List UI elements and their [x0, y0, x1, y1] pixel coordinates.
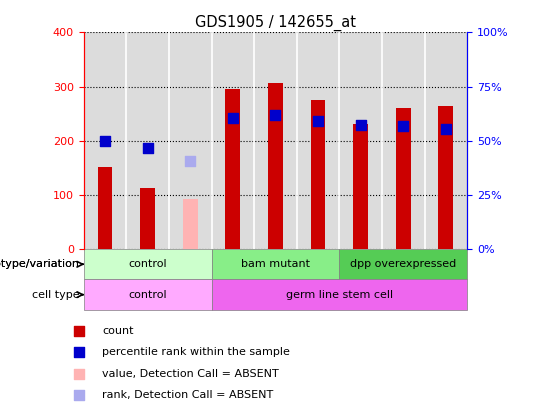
Point — [75, 328, 84, 335]
Bar — [140, 188, 155, 249]
Text: count: count — [103, 326, 134, 336]
Text: control: control — [129, 290, 167, 300]
Point — [100, 138, 109, 144]
Point — [143, 145, 152, 151]
Text: germ line stem cell: germ line stem cell — [286, 290, 393, 300]
Text: rank, Detection Call = ABSENT: rank, Detection Call = ABSENT — [103, 390, 274, 400]
Text: genotype/variation: genotype/variation — [0, 259, 80, 269]
Text: genotype/variation: genotype/variation — [0, 259, 80, 269]
Title: GDS1905 / 142655_at: GDS1905 / 142655_at — [195, 15, 356, 31]
Bar — [396, 108, 410, 249]
Point — [186, 158, 194, 164]
Bar — [84, 249, 212, 279]
Point — [399, 122, 408, 129]
Bar — [212, 249, 339, 279]
Point — [314, 117, 322, 124]
Point — [442, 126, 450, 132]
Bar — [268, 83, 283, 249]
Bar — [183, 199, 198, 249]
Bar — [310, 100, 326, 249]
Point — [271, 112, 280, 119]
Text: bam mutant: bam mutant — [241, 259, 310, 269]
Bar — [339, 249, 467, 279]
Bar — [98, 167, 112, 249]
Point — [75, 349, 84, 356]
Text: percentile rank within the sample: percentile rank within the sample — [103, 347, 290, 358]
Text: value, Detection Call = ABSENT: value, Detection Call = ABSENT — [103, 369, 279, 379]
Bar — [84, 279, 212, 310]
Point — [356, 122, 365, 128]
Point — [75, 392, 84, 398]
Bar — [438, 106, 453, 249]
Text: cell type: cell type — [32, 290, 80, 300]
Text: dpp overexpressed: dpp overexpressed — [350, 259, 456, 269]
Text: control: control — [129, 259, 167, 269]
Point — [228, 115, 237, 121]
Bar — [212, 279, 467, 310]
Point — [75, 371, 84, 377]
Bar — [225, 89, 240, 249]
Bar — [353, 124, 368, 249]
